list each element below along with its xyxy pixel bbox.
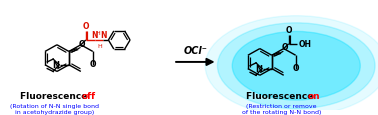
Text: on: on (308, 91, 321, 100)
Text: N: N (255, 65, 262, 73)
Text: N: N (100, 31, 107, 40)
Text: O: O (79, 39, 85, 48)
Ellipse shape (205, 17, 378, 115)
Text: O: O (285, 26, 292, 35)
Text: O: O (82, 22, 89, 31)
Text: O: O (282, 43, 288, 52)
Text: H: H (96, 31, 101, 36)
Text: OH: OH (299, 40, 311, 49)
Text: off: off (82, 91, 96, 100)
Text: H: H (98, 43, 102, 48)
Text: (Rotation of N-N single bond
in acetohydrazide group): (Rotation of N-N single bond in acetohyd… (11, 103, 99, 114)
Text: N: N (52, 61, 59, 70)
Text: OCl⁻: OCl⁻ (183, 46, 207, 56)
Text: Fluorescence: Fluorescence (246, 91, 317, 100)
Text: N: N (91, 31, 98, 40)
Text: Fluorescence: Fluorescence (20, 91, 90, 100)
Ellipse shape (232, 32, 360, 100)
Ellipse shape (217, 24, 375, 109)
Text: O: O (293, 63, 299, 72)
Text: O: O (90, 60, 96, 68)
Text: (Restriction or remove
of the rotating N-N bond): (Restriction or remove of the rotating N… (242, 103, 321, 114)
